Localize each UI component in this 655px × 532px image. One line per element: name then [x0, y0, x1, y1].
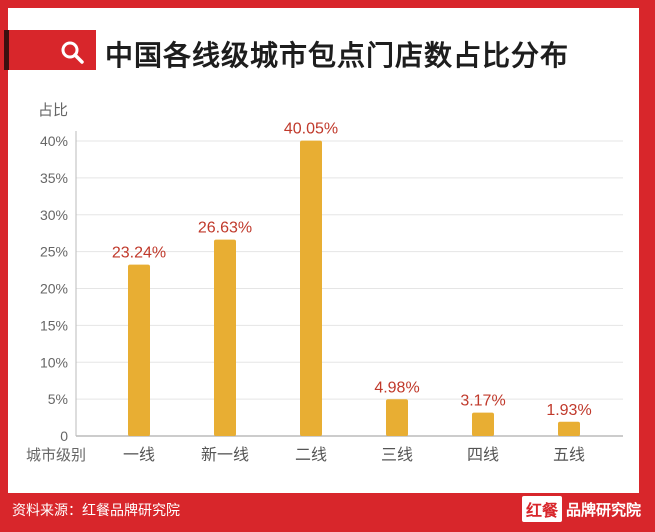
bar — [214, 239, 236, 436]
search-icon — [61, 41, 84, 64]
data-label: 40.05% — [284, 121, 338, 138]
data-label: 1.93% — [546, 402, 591, 419]
bar — [558, 421, 580, 436]
y-tick-label: 40% — [40, 133, 68, 149]
y-tick-label: 25% — [40, 244, 68, 260]
x-axis-title: 城市级别 — [26, 447, 86, 464]
chart-title: 中国各线级城市包点门店数占比分布 — [105, 40, 570, 71]
data-label: 3.17% — [460, 393, 505, 410]
y-tick-label: 15% — [40, 317, 68, 333]
data-label: 26.63% — [198, 220, 252, 237]
title-accent-bar — [0, 30, 96, 70]
x-tick-label: 五线 — [553, 446, 585, 464]
y-tick-label: 20% — [40, 281, 68, 297]
x-tick-label: 新一线 — [201, 446, 249, 464]
y-tick-label: 5% — [48, 391, 68, 407]
bar — [300, 140, 322, 436]
source-note: 资料来源：红餐品牌研究院 — [12, 502, 180, 518]
y-tick-label: 30% — [40, 207, 68, 223]
y-axis-title: 占比 — [38, 102, 68, 119]
title-accent-stripe — [4, 30, 9, 70]
y-tick-label: 35% — [40, 170, 68, 186]
x-tick-label: 四线 — [467, 446, 499, 464]
x-tick-label: 一线 — [123, 446, 155, 464]
y-tick-label: 0 — [60, 428, 68, 444]
brand-logo-mark: 红餐 — [521, 496, 562, 522]
x-tick-label: 二线 — [295, 446, 327, 464]
x-tick-label: 三线 — [381, 446, 413, 464]
brand-logo: 红餐 品牌研究院 — [521, 496, 641, 522]
brand-logo-text: 品牌研究院 — [565, 501, 641, 519]
chart-card — [8, 8, 639, 493]
bar — [128, 264, 150, 436]
data-label: 4.98% — [374, 379, 419, 396]
bar — [386, 399, 408, 436]
y-tick-label: 10% — [40, 354, 68, 370]
bar — [472, 412, 494, 436]
data-label: 23.24% — [112, 245, 166, 262]
